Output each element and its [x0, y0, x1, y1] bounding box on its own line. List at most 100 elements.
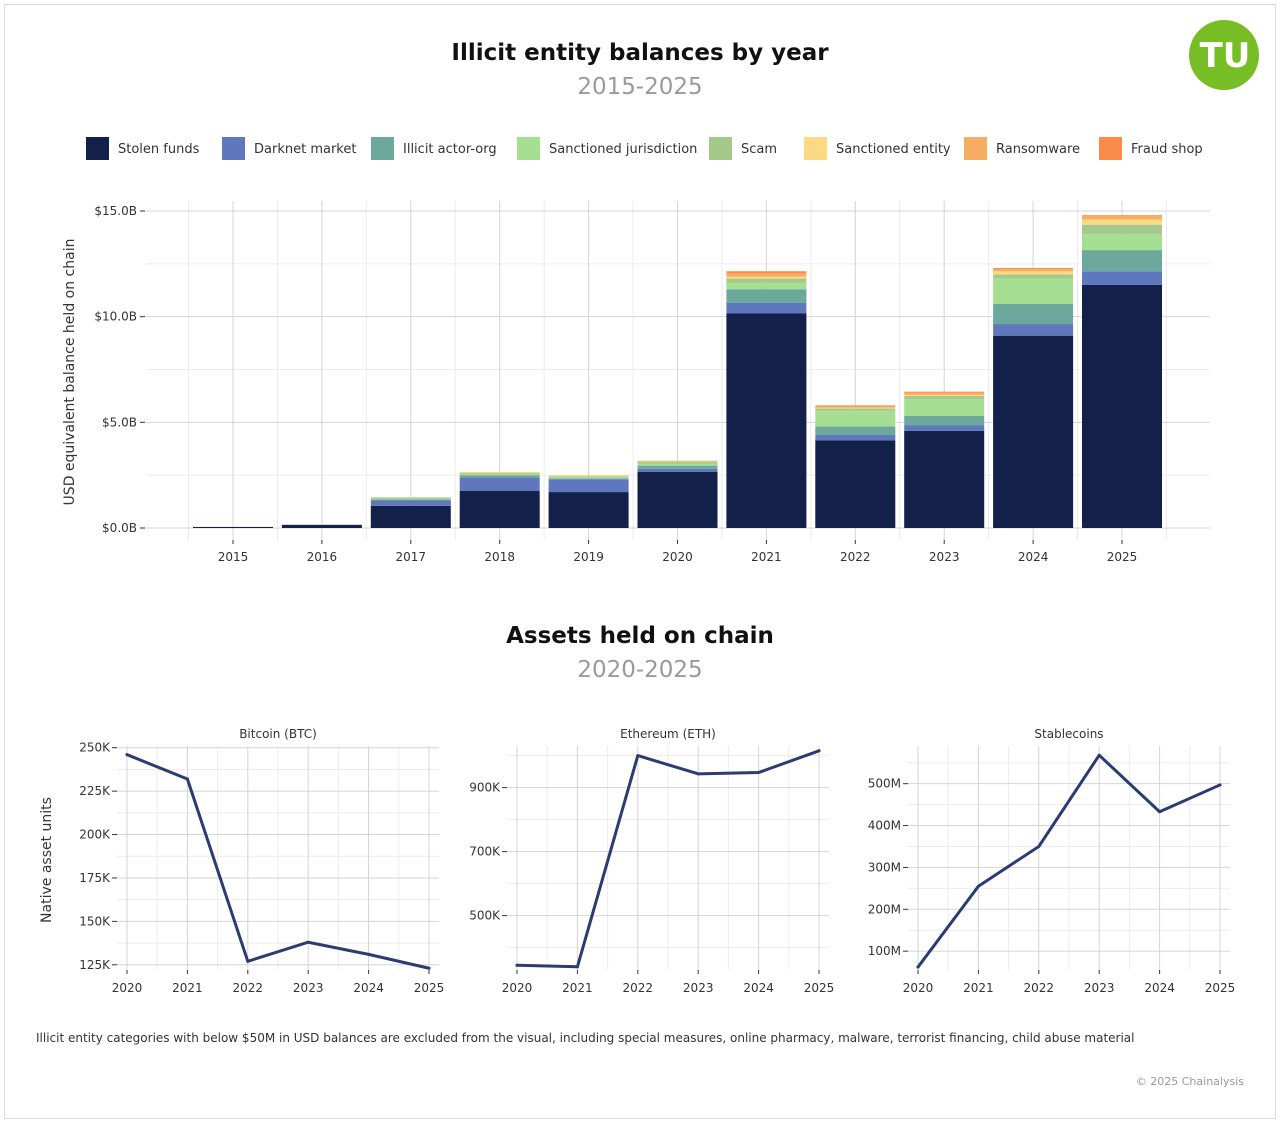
data-point: [575, 965, 579, 969]
stablecoins-line-chart: Stablecoins 100M 200M 300M 400M 500M 2020 2021 2…: [868, 727, 1236, 995]
data-point: [916, 965, 920, 969]
bar-segment: [904, 392, 985, 395]
x-tick-label: 2020: [502, 981, 533, 995]
x-tick-label: 2023: [929, 550, 960, 564]
bar-segment: [459, 477, 540, 492]
data-point: [515, 963, 519, 967]
x-tick-label: 2020: [662, 550, 693, 564]
bar-segment: [637, 471, 718, 528]
top-chart-subtitle: 2015-2025: [577, 74, 702, 100]
legend-swatch: [1099, 137, 1122, 160]
panel-title: Ethereum (ETH): [620, 727, 716, 741]
bar-segment: [459, 475, 540, 478]
data-point: [306, 940, 310, 944]
bar-segment: [637, 461, 718, 464]
legend-label: Sanctioned entity: [836, 142, 951, 157]
x-tick-label: 2023: [1084, 981, 1115, 995]
x-tick-label: 2021: [172, 981, 203, 995]
x-tick-label: 2022: [233, 981, 264, 995]
bar-segment: [726, 313, 807, 528]
legend-swatch: [804, 137, 827, 160]
bar-segment: [1082, 284, 1162, 528]
bar-segment: [815, 406, 896, 408]
bar-segment: [726, 289, 807, 303]
bar-segment: [904, 395, 985, 400]
y-tick-label: 900K: [469, 781, 501, 795]
bar-segment: [815, 426, 896, 436]
logo-circle: [1189, 20, 1259, 90]
bar-segment: [637, 465, 718, 469]
y-tick-label: 200K: [79, 828, 111, 842]
bar-segment: [370, 498, 451, 500]
data-point: [696, 772, 700, 776]
bar-segment: [993, 274, 1074, 279]
bar-segment: [370, 500, 451, 506]
bar-segment: [193, 526, 273, 528]
bar-segment: [637, 468, 718, 472]
y-tick-label: 200M: [868, 902, 901, 916]
x-tick-label: 2023: [683, 981, 714, 995]
x-tick-label: 2017: [396, 550, 427, 564]
bar-segment: [370, 497, 451, 499]
legend-label: Ransomware: [996, 142, 1080, 157]
btc-line-chart: Bitcoin (BTC) 125K 150K 175K 200K 225K 250K 202…: [39, 727, 444, 995]
bottom-chart-title: Assets held on chain: [506, 623, 774, 649]
bar-segment: [548, 477, 629, 479]
legend-swatch: [222, 137, 245, 160]
bar-segment: [637, 460, 718, 462]
footnote: Illicit entity categories with below $50…: [36, 1031, 1135, 1045]
data-point: [125, 753, 129, 757]
data-point: [1158, 810, 1162, 814]
bar-segment: [459, 474, 540, 476]
x-tick-label: 2024: [1018, 550, 1049, 564]
legend-label: Illicit actor-org: [403, 142, 497, 157]
bar-segment: [548, 476, 629, 478]
bar-segment: [815, 407, 896, 409]
y-tick-label: 300M: [868, 860, 901, 874]
legend-swatch: [371, 137, 394, 160]
data-point: [817, 749, 821, 753]
x-tick-label: 2025: [414, 981, 445, 995]
panel-title: Stablecoins: [1034, 727, 1103, 741]
bar-segment: [548, 475, 629, 477]
bar-segment: [370, 499, 451, 501]
series-line: [916, 753, 1222, 969]
x-tick-label: 2020: [903, 981, 934, 995]
x-tick-label: 2025: [1205, 981, 1236, 995]
logo-text: TU: [1200, 36, 1251, 76]
series-line: [125, 753, 431, 970]
data-point: [427, 966, 431, 970]
data-point: [185, 777, 189, 781]
y-tick-label: $5.0B: [102, 415, 137, 429]
bar-segment: [726, 278, 807, 283]
x-tick-label: 2019: [573, 550, 604, 564]
panel-title: Bitcoin (BTC): [239, 727, 317, 741]
bar-segment: [370, 505, 451, 528]
bar-segment: [726, 302, 807, 314]
data-point: [246, 959, 250, 963]
bar-segment: [548, 492, 629, 528]
legend-label: Sanctioned jurisdiction: [549, 142, 697, 157]
y-tick-label: 400M: [868, 819, 901, 833]
bar-segment: [815, 440, 896, 528]
bar-chart: $0.0B $5.0B $10.0B $15.0B 2015 2016 2017 2018 20…: [62, 201, 1210, 564]
legend-label: Darknet market: [254, 142, 356, 157]
y-tick-label: 125K: [79, 958, 111, 972]
bar-segment: [459, 471, 540, 474]
y-tick-label: 225K: [79, 784, 111, 798]
y-tick-label: $10.0B: [94, 310, 137, 324]
bar-segment: [993, 303, 1074, 325]
bar-segment: [1082, 234, 1162, 251]
legend-swatch: [964, 137, 987, 160]
x-tick-label: 2022: [840, 550, 871, 564]
bar-segment: [1082, 224, 1162, 235]
bar-segment: [993, 335, 1074, 528]
data-point: [757, 771, 761, 775]
y-axis-title: Native asset units: [39, 797, 55, 923]
y-tick-label: $15.0B: [94, 204, 137, 218]
x-tick-label: 2018: [484, 550, 515, 564]
bar-segment: [993, 268, 1074, 270]
bar-segment: [904, 430, 985, 528]
bar-segment: [815, 410, 896, 427]
x-tick-label: 2025: [1107, 550, 1138, 564]
